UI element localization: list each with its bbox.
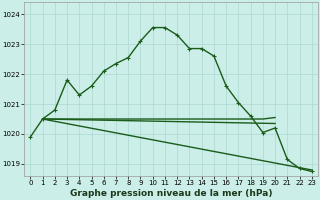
X-axis label: Graphe pression niveau de la mer (hPa): Graphe pression niveau de la mer (hPa) xyxy=(70,189,272,198)
